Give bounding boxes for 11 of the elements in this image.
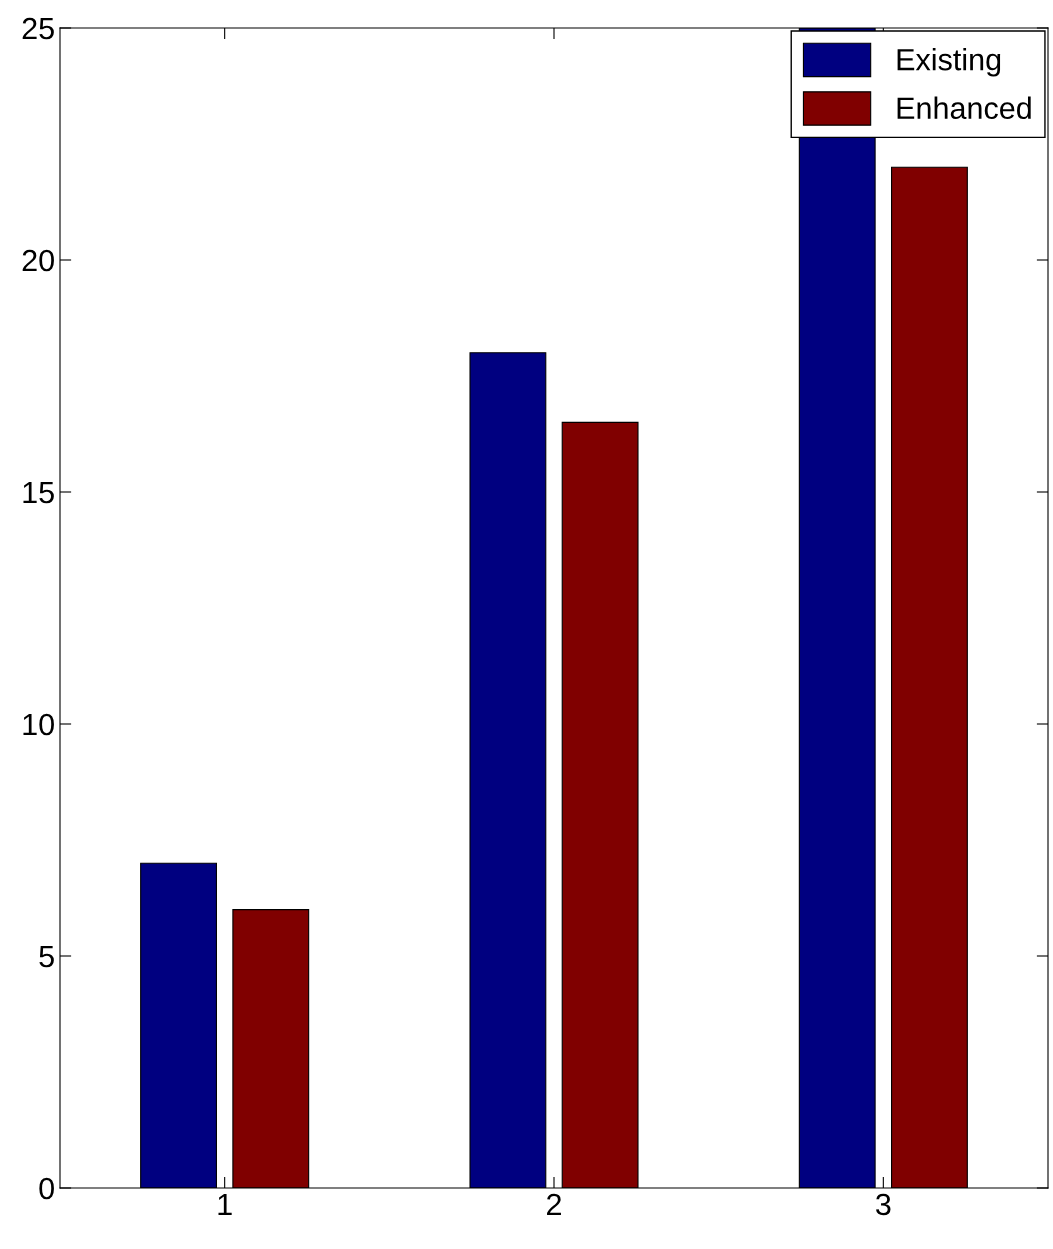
y-tick-label: 5	[39, 946, 54, 968]
y-tick-label: 0	[39, 1177, 54, 1200]
legend-label: Enhanced	[897, 96, 1031, 120]
y-tick-label: 15	[23, 482, 54, 504]
y-tick-label: 10	[23, 713, 54, 736]
x-tick-label: 1	[218, 1193, 232, 1215]
x-tick-label: 3	[876, 1193, 891, 1216]
legend-label: Existing	[897, 48, 1001, 77]
y-tick-label: 25	[22, 17, 54, 40]
y-tick-label: 20	[22, 249, 54, 272]
x-tick-label: 2	[547, 1193, 561, 1215]
